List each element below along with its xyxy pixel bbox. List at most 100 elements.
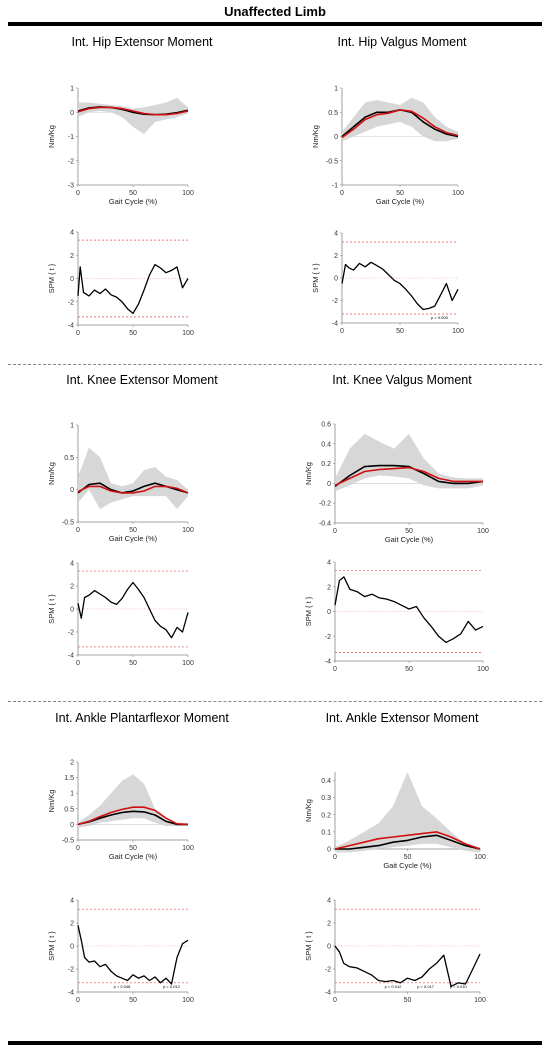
knee-extensor-moment-xlabel: Gait Cycle (%) xyxy=(109,534,158,543)
knee-valgus-moment-ytick-label: 0 xyxy=(327,481,331,488)
hip-valgus-spm-p-value-label: p = 0.000 xyxy=(431,315,449,320)
ankle-extensor-spm-ylabel: SPM { t } xyxy=(304,931,313,961)
knee-valgus-spm-ytick-label: 0 xyxy=(327,609,331,616)
panel-title-knee-valgus: Int. Knee Valgus Moment xyxy=(332,373,472,387)
knee-extensor-spm-ytick-label: 4 xyxy=(70,561,74,568)
hip-valgus-moment-xtick-label: 50 xyxy=(396,190,404,197)
knee-extensor-moment-variability-band xyxy=(78,447,188,510)
panel-title-ankle-extensor: Int. Ankle Extensor Moment xyxy=(325,711,479,725)
ankle-plantarflexor-moment-ytick-label: 2 xyxy=(70,760,74,767)
ankle-extensor-spm-xtick-label: 0 xyxy=(333,997,337,1004)
knee-valgus-moment-ylabel: Nm/Kg xyxy=(304,462,313,485)
ankle-plantarflexor-spm-ytick-label: 0 xyxy=(70,944,74,951)
ankle-plantarflexor-moment-ylabel: Nm/Kg xyxy=(47,790,56,813)
ankle-plantarflexor-spm-ytick-label: 4 xyxy=(70,898,74,905)
hip-extensor-spm-ytick-label: 4 xyxy=(70,230,74,237)
knee-valgus-moment-ytick-label: -0.4 xyxy=(319,521,331,528)
knee-extensor-moment-xtick-label: 50 xyxy=(129,527,137,534)
hip-extensor-moment-ytick-label: -3 xyxy=(68,183,74,190)
ankle-extensor-moment-xtick-label: 0 xyxy=(333,854,337,861)
ankle-plantarflexor-spm-ytick-label: -4 xyxy=(68,990,74,997)
hip-valgus-spm-ytick-label: -2 xyxy=(332,298,338,305)
knee-valgus-spm-black-series xyxy=(334,576,484,644)
ankle-extensor-spm-p-value-label: p = 0.010 xyxy=(450,984,468,989)
hip-valgus-spm-ytick-label: 4 xyxy=(334,231,338,238)
hip-valgus-moment-ylabel: Nm/Kg xyxy=(311,125,320,148)
ankle-plantarflexor-spm-ytick-label: 2 xyxy=(70,921,74,928)
knee-valgus-moment-xtick-label: 50 xyxy=(405,528,413,535)
knee-extensor-spm-xtick-label: 50 xyxy=(129,660,137,667)
hip-valgus-moment-ytick-label: -1 xyxy=(332,183,338,190)
hip-extensor-moment-ytick-label: -2 xyxy=(68,158,74,165)
hip-valgus-spm-xtick-label: 100 xyxy=(452,328,464,335)
knee-extensor-spm-black-series xyxy=(77,581,189,639)
knee-extensor-spm-ytick-label: -4 xyxy=(68,653,74,660)
hip-extensor-spm-ytick-label: -2 xyxy=(68,299,74,306)
ankle-extensor-spm-ytick-label: -2 xyxy=(325,967,331,974)
hip-valgus-moment-red-series xyxy=(341,109,459,139)
ankle-extensor-spm-p-value-label: p = 0.012 xyxy=(385,984,403,989)
knee-valgus-moment-ytick-label: 0.6 xyxy=(321,422,331,429)
hip-extensor-spm-ytick-label: 2 xyxy=(70,253,74,260)
ankle-plantarflexor-spm-p-value-label: p = 0.048 xyxy=(114,984,132,989)
section-divider-1 xyxy=(8,364,542,365)
knee-valgus-moment-xlabel: Gait Cycle (%) xyxy=(385,535,434,544)
ankle-plantarflexor-moment-ytick-label: 1 xyxy=(70,791,74,798)
ankle-plantarflexor-spm-xtick-label: 0 xyxy=(76,997,80,1004)
ankle-extensor-moment-black-series xyxy=(335,834,481,850)
hip-valgus-moment-ytick-label: 0 xyxy=(334,134,338,141)
hip-extensor-spm-xtick-label: 100 xyxy=(182,330,194,337)
top-rule xyxy=(8,22,542,26)
ankle-extensor-moment-ytick-label: 0 xyxy=(327,847,331,854)
knee-extensor-moment-ytick-label: 0.5 xyxy=(64,455,74,462)
hip-valgus-moment-ytick-label: 0.5 xyxy=(328,110,338,117)
panel-title-knee-extensor: Int. Knee Extensor Moment xyxy=(66,373,218,387)
section-divider-2 xyxy=(8,701,542,702)
hip-extensor-moment-ylabel: Nm/Kg xyxy=(47,125,56,148)
ankle-extensor-spm-ytick-label: 2 xyxy=(327,921,331,928)
ankle-extensor-moment-xlabel: Gait Cycle (%) xyxy=(383,861,432,870)
ankle-extensor-spm-ytick-label: 4 xyxy=(327,898,331,905)
panel-title-ankle-plantarflexor: Int. Ankle Plantarflexor Moment xyxy=(55,711,229,725)
knee-valgus-spm-xtick-label: 0 xyxy=(333,666,337,673)
knee-extensor-moment-xtick-label: 100 xyxy=(182,527,194,534)
hip-valgus-moment-ytick-label: 1 xyxy=(334,86,338,93)
ankle-plantarflexor-moment-ytick-label: 1.5 xyxy=(64,775,74,782)
hip-extensor-moment-variability-band xyxy=(78,97,188,135)
hip-extensor-moment-xlabel: Gait Cycle (%) xyxy=(109,197,158,206)
ankle-extensor-spm-black-series xyxy=(334,945,481,987)
ankle-plantarflexor-moment-ytick-label: -0.5 xyxy=(62,838,74,845)
knee-valgus-spm-ylabel: SPM { t } xyxy=(304,596,313,626)
hip-extensor-spm-ytick-label: 0 xyxy=(70,276,74,283)
knee-valgus-spm-ytick-label: -4 xyxy=(325,659,331,666)
knee-extensor-spm-ytick-label: 0 xyxy=(70,607,74,614)
hip-valgus-moment-xtick-label: 100 xyxy=(452,190,464,197)
bottom-rule xyxy=(8,1041,542,1045)
ankle-extensor-moment-ytick-label: 0.3 xyxy=(321,795,331,802)
ankle-plantarflexor-moment-ytick-label: 0 xyxy=(70,822,74,829)
knee-valgus-moment-xtick-label: 100 xyxy=(477,528,489,535)
ankle-plantarflexor-spm-ylabel: SPM { t } xyxy=(47,931,56,961)
hip-valgus-spm-ytick-label: 0 xyxy=(334,276,338,283)
hip-valgus-moment-xtick-label: 0 xyxy=(340,190,344,197)
hip-extensor-spm-xtick-label: 50 xyxy=(129,330,137,337)
knee-extensor-spm-xtick-label: 100 xyxy=(182,660,194,667)
knee-valgus-spm-xtick-label: 100 xyxy=(477,666,489,673)
hip-extensor-spm-xtick-label: 0 xyxy=(76,330,80,337)
ankle-plantarflexor-spm-xtick-label: 50 xyxy=(129,997,137,1004)
knee-valgus-moment-ytick-label: 0.2 xyxy=(321,461,331,468)
ankle-plantarflexor-moment-xtick-label: 0 xyxy=(76,845,80,852)
knee-valgus-moment-xtick-label: 0 xyxy=(333,528,337,535)
knee-extensor-spm-ylabel: SPM { t } xyxy=(47,594,56,624)
knee-extensor-spm-ytick-label: -2 xyxy=(68,630,74,637)
ankle-plantarflexor-moment-ytick-label: 0.5 xyxy=(64,806,74,813)
ankle-plantarflexor-moment-xtick-label: 100 xyxy=(182,845,194,852)
knee-extensor-moment-ytick-label: 0 xyxy=(70,487,74,494)
ankle-extensor-moment-red-series xyxy=(334,831,481,850)
ankle-plantarflexor-spm-p-value-label: p = 0.012 xyxy=(163,984,181,989)
hip-valgus-spm-xtick-label: 50 xyxy=(396,328,404,335)
page-title: Unaffected Limb xyxy=(224,4,326,19)
ankle-extensor-moment-ytick-label: 0.4 xyxy=(321,778,331,785)
knee-valgus-moment-black-series xyxy=(334,464,484,488)
